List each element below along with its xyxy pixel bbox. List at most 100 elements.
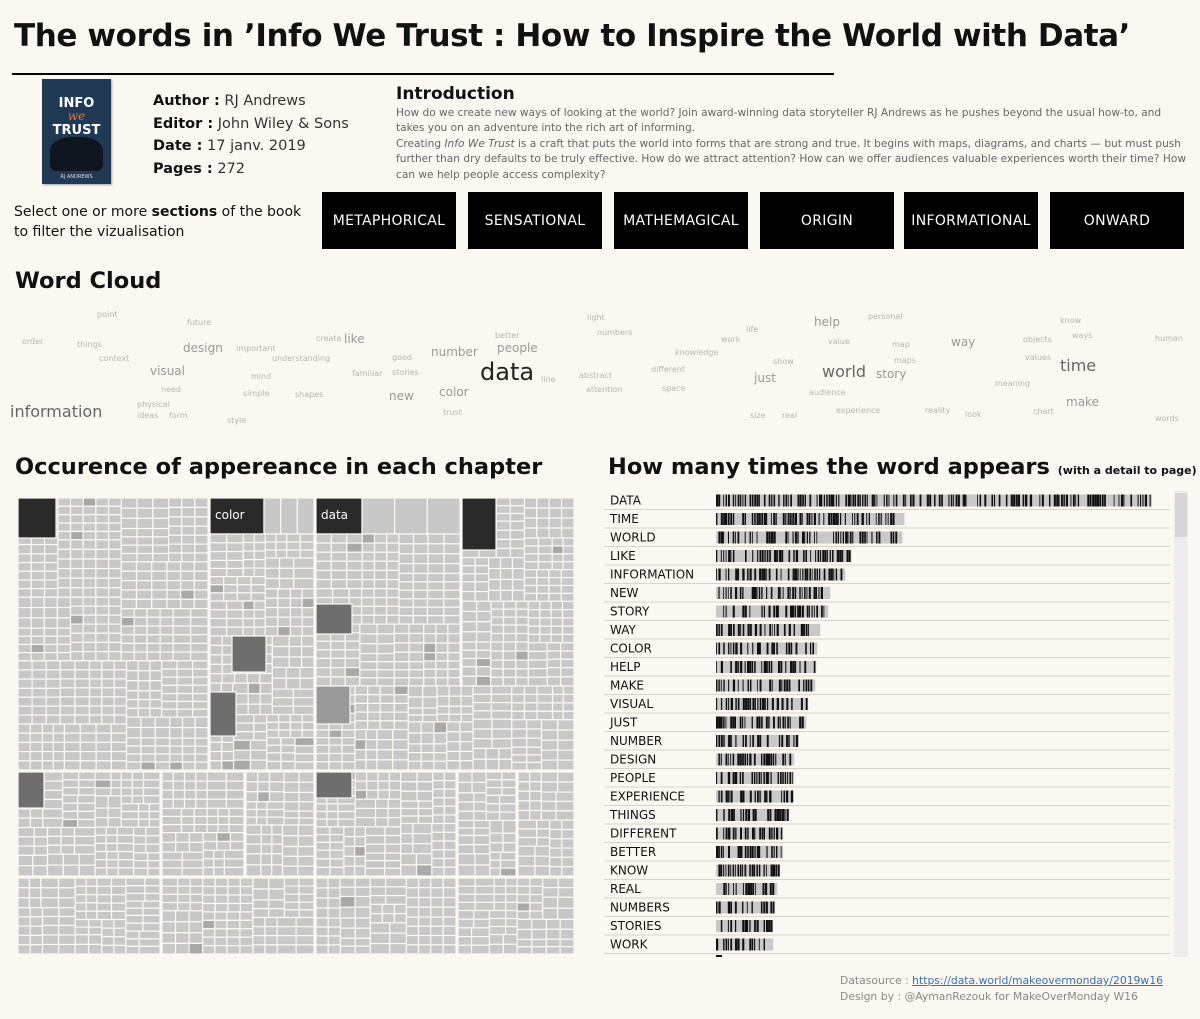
treemap-cell[interactable] xyxy=(505,893,518,904)
treemap-cell[interactable] xyxy=(95,539,110,550)
treemap-cell[interactable] xyxy=(46,835,62,846)
treemap-cell[interactable] xyxy=(408,623,425,635)
treemap-cell[interactable] xyxy=(485,803,501,813)
word-cloud-word[interactable]: familiar xyxy=(352,369,383,378)
treemap-cell[interactable] xyxy=(315,752,330,763)
treemap-cell[interactable] xyxy=(95,567,110,579)
treemap-cell[interactable] xyxy=(509,529,526,541)
treemap-cell[interactable] xyxy=(172,634,192,645)
treemap-cell[interactable] xyxy=(69,505,84,516)
treemap-cell[interactable] xyxy=(264,616,279,628)
word-cloud-word[interactable]: ideas xyxy=(137,411,159,420)
treemap-cell[interactable] xyxy=(214,919,228,930)
treemap-cell[interactable] xyxy=(457,901,476,912)
treemap-cell[interactable] xyxy=(354,780,368,791)
treemap-cell[interactable] xyxy=(433,732,448,745)
treemap-cell[interactable] xyxy=(177,901,191,912)
treemap-cell[interactable] xyxy=(346,551,363,562)
treemap-cell[interactable] xyxy=(443,822,457,833)
treemap-cell[interactable] xyxy=(85,885,98,896)
treemap-cell[interactable] xyxy=(343,855,356,867)
treemap-cell[interactable] xyxy=(475,675,492,687)
treemap-cell[interactable] xyxy=(377,771,391,782)
treemap-cell[interactable] xyxy=(443,589,461,600)
treemap-cell[interactable] xyxy=(125,922,144,932)
treemap-cell[interactable] xyxy=(194,534,209,545)
section-button-metaphorical[interactable]: METAPHORICAL xyxy=(322,192,456,249)
treemap-cell[interactable] xyxy=(95,723,112,734)
treemap-cell[interactable] xyxy=(283,781,300,794)
treemap-cell[interactable] xyxy=(392,728,409,741)
treemap-cell[interactable] xyxy=(561,633,575,644)
treemap-cell[interactable] xyxy=(443,598,461,608)
treemap-cell[interactable] xyxy=(537,537,553,547)
treemap-cell[interactable] xyxy=(326,818,339,828)
treemap-cell[interactable] xyxy=(551,537,564,547)
treemap-cell[interactable] xyxy=(427,553,445,565)
treemap-cell[interactable] xyxy=(110,771,122,781)
treemap-cell[interactable] xyxy=(264,567,281,580)
treemap-cell[interactable] xyxy=(412,606,429,617)
treemap-cell[interactable] xyxy=(17,561,32,572)
treemap-cell[interactable] xyxy=(369,903,383,915)
treemap-cell[interactable] xyxy=(105,834,118,845)
treemap-cell[interactable] xyxy=(373,605,388,616)
treemap-cell[interactable] xyxy=(295,925,315,937)
treemap-cell[interactable] xyxy=(42,798,64,810)
treemap-dark-cell[interactable] xyxy=(315,685,351,725)
treemap-cell[interactable] xyxy=(120,517,138,530)
treemap-cell[interactable] xyxy=(301,597,315,609)
treemap-cell[interactable] xyxy=(560,497,575,509)
treemap-cell[interactable] xyxy=(443,562,461,575)
treemap-cell[interactable] xyxy=(202,911,216,921)
treemap-cell[interactable] xyxy=(561,819,575,831)
treemap-cell[interactable] xyxy=(82,497,97,507)
treemap-cell[interactable] xyxy=(136,544,154,555)
treemap-cell[interactable] xyxy=(194,497,209,509)
treemap-cell[interactable] xyxy=(354,845,366,857)
treemap-cell[interactable] xyxy=(474,565,490,575)
treemap-cell[interactable] xyxy=(502,616,517,626)
treemap-cell[interactable] xyxy=(137,660,151,672)
treemap-cell[interactable] xyxy=(69,514,84,524)
treemap-cell[interactable] xyxy=(435,660,449,670)
treemap-cell[interactable] xyxy=(78,864,96,877)
treemap-cell[interactable] xyxy=(214,894,229,905)
treemap-cell[interactable] xyxy=(226,550,244,561)
treemap-cell[interactable] xyxy=(232,749,252,761)
treemap-dark-cell[interactable] xyxy=(315,771,353,799)
treemap-cell[interactable] xyxy=(489,832,504,844)
treemap-cell[interactable] xyxy=(286,533,301,543)
treemap-cell[interactable] xyxy=(177,877,191,887)
treemap-cell[interactable] xyxy=(489,851,502,861)
treemap-cell[interactable] xyxy=(59,678,76,689)
treemap-cell[interactable] xyxy=(393,632,410,644)
treemap-cell[interactable] xyxy=(74,934,90,945)
treemap-cell[interactable] xyxy=(502,632,517,643)
treemap-cell[interactable] xyxy=(137,670,151,682)
treemap-cell[interactable] xyxy=(95,741,112,753)
treemap-cell[interactable] xyxy=(327,935,342,946)
treemap-cell[interactable] xyxy=(96,910,113,921)
treemap-cell[interactable] xyxy=(490,600,505,610)
treemap-cell[interactable] xyxy=(259,693,273,705)
treemap-cell[interactable] xyxy=(443,788,457,799)
treemap-cell[interactable] xyxy=(271,833,284,845)
treemap-cell[interactable] xyxy=(278,577,295,590)
treemap-cell[interactable] xyxy=(94,771,112,781)
treemap-cell[interactable] xyxy=(339,917,356,929)
treemap-cell[interactable] xyxy=(180,807,195,818)
treemap-cell[interactable] xyxy=(472,701,493,712)
treemap-cell[interactable] xyxy=(253,533,266,544)
treemap-cell[interactable] xyxy=(527,676,548,687)
treemap-cell[interactable] xyxy=(107,558,122,570)
treemap-cell[interactable] xyxy=(17,906,31,918)
treemap-cell[interactable] xyxy=(412,572,429,583)
treemap-cell[interactable] xyxy=(69,558,84,570)
treemap-cell[interactable] xyxy=(260,833,273,845)
treemap-cell[interactable] xyxy=(381,912,395,924)
treemap-cell[interactable] xyxy=(95,497,110,507)
treemap-cell[interactable] xyxy=(485,758,500,771)
treemap-cell[interactable] xyxy=(45,669,61,680)
treemap-cell[interactable] xyxy=(161,660,178,670)
